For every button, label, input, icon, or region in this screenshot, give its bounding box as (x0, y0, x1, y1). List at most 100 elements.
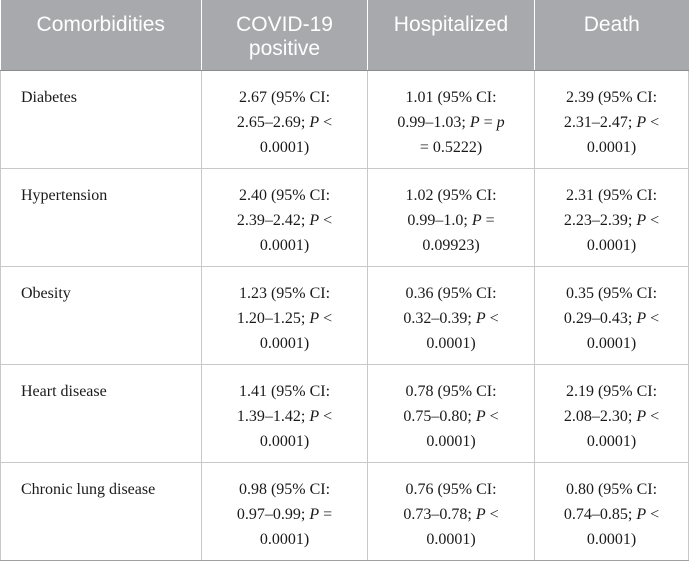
covid-positive-cell: 0.98 (95% CI: 0.97–0.99; P = 0.0001) (201, 462, 368, 561)
p-symbol: P (636, 212, 647, 229)
p-operator: < (646, 212, 660, 229)
row-label: Diabetes (0, 70, 202, 169)
or-ci: 1.01 (95% CI: (405, 89, 497, 106)
ci-range: 1.39–1.42; (236, 408, 310, 425)
table-row: Heart disease 1.41 (95% CI: 1.39–1.42; P … (0, 364, 689, 463)
p-operator: = (479, 114, 497, 131)
p-symbol: P (475, 310, 486, 327)
p-operator: < (485, 506, 499, 523)
hospitalized-cell: 0.36 (95% CI: 0.32–0.39; P <0.0001) (367, 266, 535, 365)
p-symbol: P (309, 408, 320, 425)
p-symbol: P (471, 212, 482, 229)
p-value: 0.0001) (426, 433, 476, 450)
or-ci: 1.02 (95% CI: (405, 187, 497, 204)
p-symbol: P (309, 310, 320, 327)
row-label: Heart disease (0, 364, 202, 463)
row-label: Hypertension (0, 168, 202, 267)
ci-range: 2.23–2.39; (563, 212, 637, 229)
ci-range: 2.39–2.42; (236, 212, 310, 229)
ci-range: 0.74–0.85; (563, 506, 637, 523)
ci-range: 0.99–1.03; (397, 114, 470, 131)
ci-range: 0.97–0.99; (236, 506, 310, 523)
p-value: 0.0001) (259, 531, 310, 548)
p-symbol: P (636, 408, 647, 425)
death-cell: 2.19 (95% CI: 2.08–2.30; P <0.0001) (534, 364, 689, 463)
p-operator: < (485, 310, 499, 327)
p-operator: < (646, 408, 660, 425)
p-symbol: P (636, 310, 647, 327)
p-value: 0.0001) (586, 433, 637, 450)
hospitalized-cell: 0.78 (95% CI: 0.75–0.80; P <0.0001) (367, 364, 535, 463)
table-row: Obesity 1.23 (95% CI: 1.20–1.25; P <0.000… (0, 266, 689, 365)
p-value: 0.09923) (422, 237, 480, 254)
p-symbol: P (469, 114, 480, 131)
p-symbol: P (309, 212, 320, 229)
p-operator: < (646, 506, 660, 523)
p-operator: < (646, 310, 660, 327)
or-ci: 0.98 (95% CI: (238, 481, 331, 498)
ci-range: 1.20–1.25; (236, 310, 310, 327)
or-ci: 2.67 (95% CI: (238, 89, 331, 106)
or-ci: 2.19 (95% CI: (565, 383, 658, 400)
p-operator: < (319, 310, 333, 327)
or-ci: 2.31 (95% CI: (565, 187, 658, 204)
or-ci: 0.35 (95% CI: (565, 285, 658, 302)
p-value: 0.0001) (259, 139, 310, 156)
p-symbol: P (309, 506, 320, 523)
p-operator: < (646, 114, 660, 131)
death-cell: 0.80 (95% CI: 0.74–0.85; P <0.0001) (534, 462, 689, 561)
ci-range: 0.29–0.43; (563, 310, 637, 327)
row-label: Chronic lung disease (0, 462, 202, 561)
table-row: Hypertension 2.40 (95% CI: 2.39–2.42; P <… (0, 168, 689, 267)
p-symbol: P (475, 408, 486, 425)
p-value: 0.0001) (259, 237, 310, 254)
hospitalized-cell: 0.76 (95% CI: 0.73–0.78; P <0.0001) (367, 462, 535, 561)
ci-range: 0.73–0.78; (403, 506, 476, 523)
covid-positive-cell: 1.23 (95% CI: 1.20–1.25; P <0.0001) (201, 266, 368, 365)
p-operator: = (319, 506, 333, 523)
table-row: Chronic lung disease 0.98 (95% CI: 0.97–0… (0, 462, 689, 561)
table-row: Diabetes 2.67 (95% CI: 2.65–2.69; P <0.00… (0, 70, 689, 169)
or-ci: 0.80 (95% CI: (565, 481, 658, 498)
p-value: 0.0001) (586, 237, 637, 254)
ci-range: 2.08–2.30; (563, 408, 637, 425)
ci-range: 0.32–0.39; (403, 310, 476, 327)
p-value: 0.0001) (586, 531, 637, 548)
or-ci: 2.40 (95% CI: (238, 187, 331, 204)
or-ci: 0.78 (95% CI: (405, 383, 497, 400)
header-death: Death (534, 0, 689, 71)
p-symbol: P (309, 114, 320, 131)
header-row: Comorbidities COVID-19 positive Hospital… (0, 0, 689, 71)
or-ci: 1.23 (95% CI: (238, 285, 331, 302)
hospitalized-cell: 1.02 (95% CI: 0.99–1.0; P = 0.09923) (367, 168, 535, 267)
p-operator: < (319, 408, 333, 425)
p-value: 0.0001) (426, 531, 476, 548)
hospitalized-cell: 1.01 (95% CI: 0.99–1.03; P = p = 0.5222) (367, 70, 535, 169)
p-value: 0.0001) (426, 335, 476, 352)
p-symbol: P (636, 114, 647, 131)
p-value: 0.0001) (586, 335, 637, 352)
p-operator: < (319, 114, 333, 131)
or-ci: 0.76 (95% CI: (405, 481, 497, 498)
covid-positive-cell: 1.41 (95% CI: 1.39–1.42; P <0.0001) (201, 364, 368, 463)
ci-range: 2.31–2.47; (563, 114, 637, 131)
or-ci: 2.39 (95% CI: (565, 89, 658, 106)
death-cell: 2.31 (95% CI: 2.23–2.39; P <0.0001) (534, 168, 689, 267)
or-ci: 0.36 (95% CI: (405, 285, 497, 302)
header-covid-positive: COVID-19 positive (201, 0, 368, 71)
p-operator: < (485, 408, 499, 425)
ci-range: 0.75–0.80; (403, 408, 476, 425)
death-cell: 2.39 (95% CI: 2.31–2.47; P <0.0001) (534, 70, 689, 169)
ci-range: 0.99–1.0; (407, 212, 472, 229)
p-symbol: P (475, 506, 486, 523)
p-value: 0.0001) (586, 139, 637, 156)
p-symbol: P (636, 506, 647, 523)
header-hospitalized: Hospitalized (367, 0, 535, 71)
p-value: 0.0001) (259, 433, 310, 450)
or-ci: 1.41 (95% CI: (238, 383, 331, 400)
death-cell: 0.35 (95% CI: 0.29–0.43; P <0.0001) (534, 266, 689, 365)
p-value: 0.0001) (259, 335, 310, 352)
covid-positive-cell: 2.40 (95% CI: 2.39–2.42; P <0.0001) (201, 168, 368, 267)
p-value: = 0.5222) (419, 139, 483, 156)
